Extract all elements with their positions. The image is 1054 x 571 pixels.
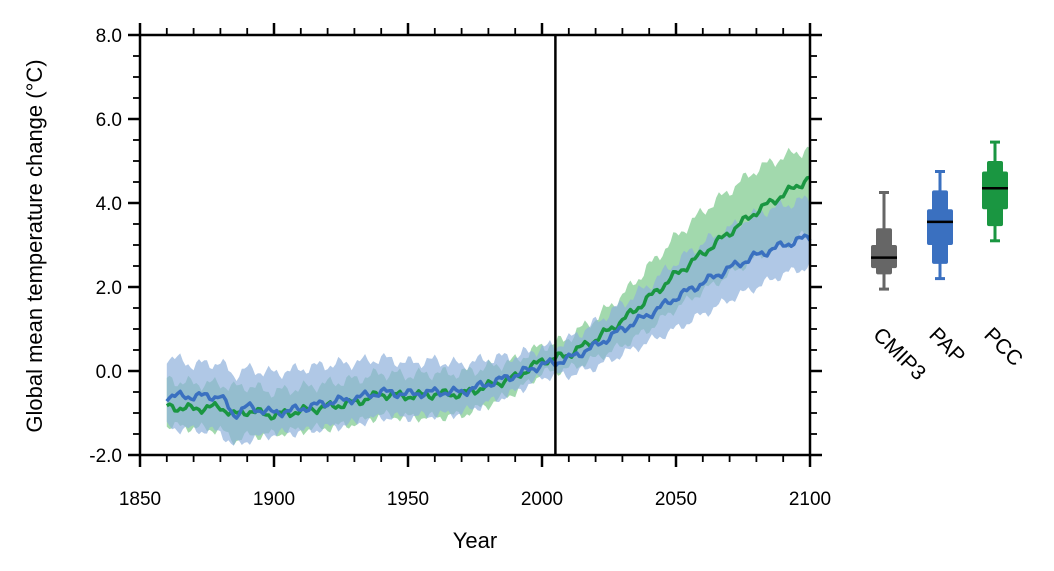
x-tick-label: 2050 [655,489,697,510]
axis-ticks [128,23,822,467]
boxplot-label: CMIP3 [868,323,930,385]
uncertainty-bands [166,146,811,446]
series-lines [165,175,812,421]
x-tick-label: 1950 [387,489,429,510]
y-tick-label: 8.0 [96,26,122,47]
y-tick-label: 0.0 [96,362,122,383]
boxplot-pcc: PCC [979,140,1027,371]
x-axis-title: Year [453,528,497,553]
boxplot-inner-box [982,171,1008,210]
y-tick-label: 6.0 [96,110,122,131]
series-line-0 [165,175,811,421]
boxplot-inner-box [927,209,953,245]
boxplot-cmip3: CMIP3 [868,191,930,385]
x-tick-labels: 1850 1900 1950 2000 2050 2100 [119,489,831,510]
y-tick-label: -2.0 [89,446,122,467]
uncertainty-band-1 [166,195,811,446]
x-tick-label: 2100 [789,489,831,510]
y-tick-labels: -2.0 0.0 2.0 4.0 6.0 8.0 [89,26,122,467]
boxplot-label: PCC [979,323,1027,371]
y-axis-title: Global mean temperature change (°C) [22,59,47,432]
series-line-1 [165,233,812,420]
boxplot-label: PAP [924,323,969,368]
boxplot-pap: PAP [924,170,969,368]
x-tick-label: 2000 [521,489,563,510]
x-tick-label: 1850 [119,489,161,510]
y-tick-label: 4.0 [96,194,122,215]
x-tick-label: 1900 [253,489,295,510]
y-tick-label: 2.0 [96,278,122,299]
